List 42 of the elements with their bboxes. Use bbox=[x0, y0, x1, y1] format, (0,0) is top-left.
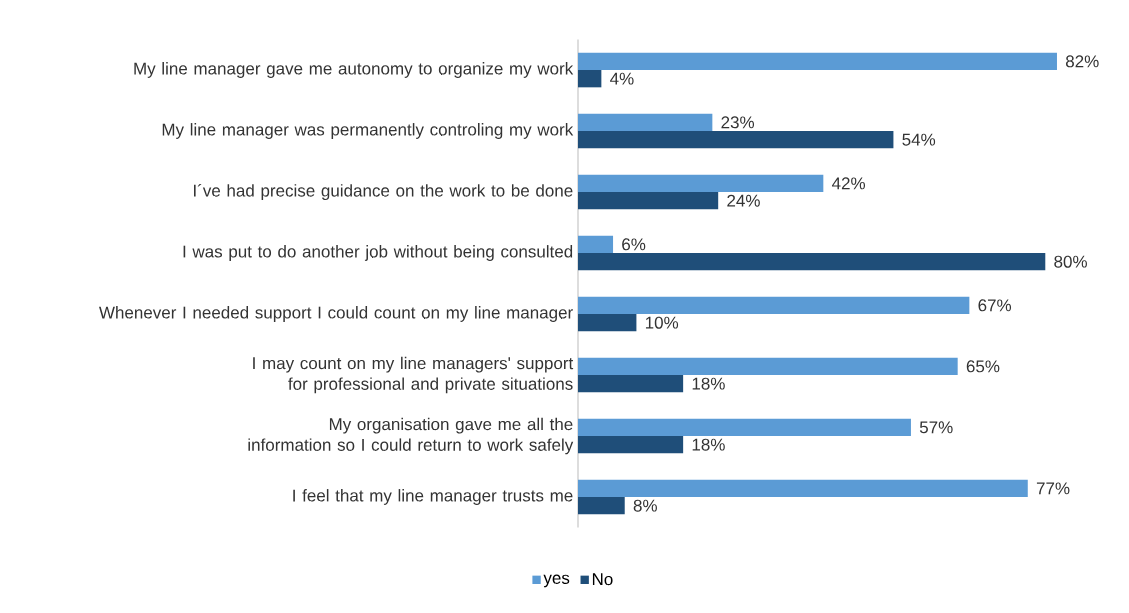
data-label: 6% bbox=[622, 238, 646, 251]
bar bbox=[578, 131, 894, 149]
legend-label: No bbox=[592, 573, 613, 586]
data-label: 18% bbox=[692, 377, 725, 390]
bar bbox=[578, 52, 1057, 70]
data-label: 8% bbox=[633, 499, 657, 512]
data-label: 82% bbox=[1065, 55, 1099, 68]
y-tick-label: I feel that my line manager trusts me bbox=[293, 489, 573, 505]
bar bbox=[578, 418, 911, 436]
y-tick-label: My line manager was permanently controling my work bbox=[162, 123, 574, 139]
data-label: 67% bbox=[978, 299, 1012, 312]
data-label: 80% bbox=[1054, 255, 1087, 268]
bar bbox=[578, 191, 719, 210]
bar bbox=[578, 174, 824, 192]
data-label: 24% bbox=[727, 194, 760, 207]
bar bbox=[578, 296, 970, 314]
data-label: 4% bbox=[610, 72, 634, 85]
y-tick-label: Whenever I needed support I could count on my line manager bbox=[99, 306, 573, 322]
bar bbox=[578, 357, 958, 375]
data-label: 77% bbox=[1036, 482, 1070, 495]
bar bbox=[578, 313, 637, 332]
data-label: 57% bbox=[919, 421, 953, 434]
data-label: 23% bbox=[721, 116, 755, 129]
data-label: 18% bbox=[692, 438, 725, 451]
bar bbox=[578, 235, 614, 253]
y-tick-label: My organisation gave me all the information so I could return to work safely bbox=[248, 417, 574, 455]
y-tick-label: I was put to do another job without being consulted bbox=[183, 245, 573, 261]
bar bbox=[578, 253, 1046, 271]
bar bbox=[578, 374, 684, 393]
bar bbox=[578, 479, 1028, 497]
bar bbox=[578, 496, 625, 515]
y-tick-label: I´ve had precise guidance on the work to be done bbox=[194, 183, 573, 201]
legend-label: yes bbox=[543, 574, 570, 588]
bar bbox=[578, 70, 602, 88]
data-label: 10% bbox=[645, 316, 679, 329]
y-tick-label: I may count on my line managers' support for professional and private situations bbox=[253, 356, 574, 394]
data-label: 54% bbox=[902, 133, 936, 146]
bar bbox=[578, 113, 713, 131]
data-label: 42% bbox=[831, 177, 866, 190]
bar bbox=[578, 435, 684, 454]
data-label: 65% bbox=[966, 360, 1000, 373]
y-tick-label: My line manager gave me autonomy to organize my work bbox=[134, 62, 574, 78]
